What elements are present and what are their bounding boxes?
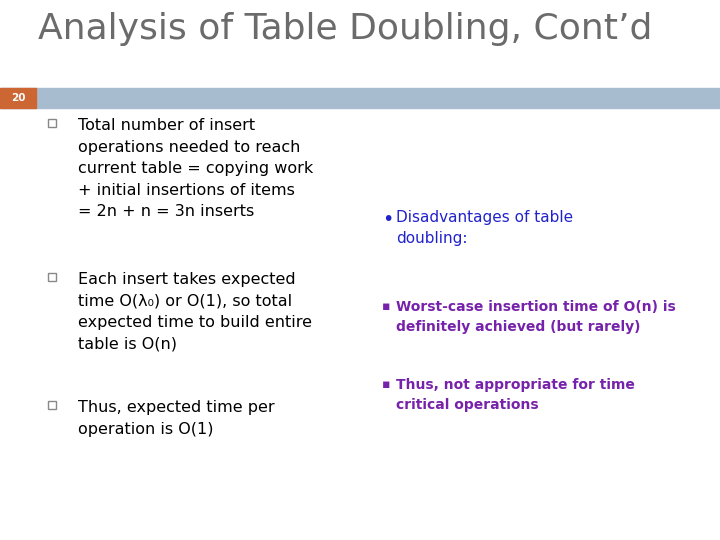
Bar xyxy=(48,401,56,409)
Text: •: • xyxy=(382,210,393,229)
Text: Each insert takes expected
time O(λ₀) or O(1), so total
expected time to build e: Each insert takes expected time O(λ₀) or… xyxy=(78,272,312,352)
Bar xyxy=(48,273,56,281)
Bar xyxy=(0,88,720,108)
Text: ▪: ▪ xyxy=(382,300,390,313)
Text: Disadvantages of table
doubling:: Disadvantages of table doubling: xyxy=(396,210,573,246)
Text: Thus, not appropriate for time
critical operations: Thus, not appropriate for time critical … xyxy=(396,378,635,411)
Text: Worst-case insertion time of O(n) is
definitely achieved (but rarely): Worst-case insertion time of O(n) is def… xyxy=(396,300,676,334)
Text: ▪: ▪ xyxy=(382,378,390,391)
Bar xyxy=(48,119,56,127)
Text: Thus, expected time per
operation is O(1): Thus, expected time per operation is O(1… xyxy=(78,400,274,437)
Bar xyxy=(0,88,36,108)
Text: Analysis of Table Doubling, Cont’d: Analysis of Table Doubling, Cont’d xyxy=(38,12,652,46)
Text: 20: 20 xyxy=(11,93,25,103)
Text: Total number of insert
operations needed to reach
current table = copying work
+: Total number of insert operations needed… xyxy=(78,118,313,219)
